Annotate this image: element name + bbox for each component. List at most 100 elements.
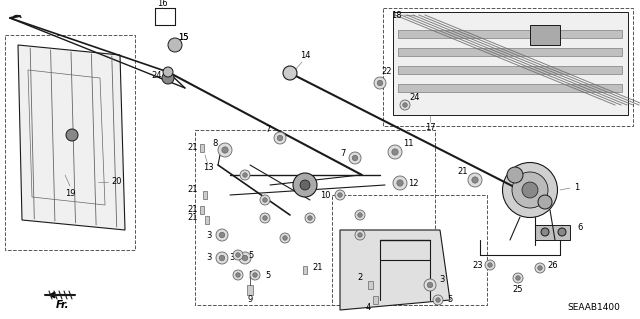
Text: 3: 3 [439, 276, 445, 285]
Circle shape [239, 252, 251, 264]
Text: 19: 19 [65, 189, 76, 197]
Circle shape [233, 250, 243, 260]
Circle shape [250, 270, 260, 280]
Circle shape [305, 213, 315, 223]
Bar [205, 216, 209, 224]
Bar [372, 296, 378, 304]
Circle shape [260, 213, 270, 223]
Circle shape [403, 103, 407, 107]
Bar [5, 35, 135, 250]
Circle shape [512, 172, 548, 208]
Text: 22: 22 [381, 68, 392, 77]
Circle shape [468, 173, 482, 187]
Circle shape [374, 77, 386, 89]
Circle shape [393, 176, 407, 190]
Text: 20: 20 [112, 177, 122, 187]
Circle shape [433, 295, 443, 305]
Text: 21: 21 [188, 186, 198, 195]
Bar [247, 285, 253, 295]
Circle shape [293, 173, 317, 197]
Circle shape [277, 135, 283, 141]
Circle shape [507, 167, 523, 183]
Circle shape [349, 152, 361, 164]
Circle shape [338, 193, 342, 197]
Circle shape [236, 253, 240, 257]
Circle shape [66, 129, 78, 141]
Circle shape [274, 132, 286, 144]
Text: 12: 12 [408, 179, 419, 188]
Polygon shape [398, 48, 622, 56]
Polygon shape [18, 45, 125, 230]
Circle shape [535, 263, 545, 273]
Circle shape [397, 180, 403, 186]
Circle shape [260, 195, 270, 205]
Bar [530, 25, 560, 45]
Polygon shape [398, 84, 622, 92]
Text: SEAAB1400: SEAAB1400 [567, 303, 620, 312]
Text: 25: 25 [513, 286, 524, 294]
Text: 10: 10 [320, 190, 330, 199]
Bar [203, 191, 207, 199]
Text: 5: 5 [266, 271, 271, 279]
Circle shape [392, 149, 398, 155]
Circle shape [216, 229, 228, 241]
Text: 24: 24 [152, 70, 163, 79]
Text: 23: 23 [473, 261, 483, 270]
Circle shape [388, 145, 402, 159]
Circle shape [378, 80, 383, 86]
Circle shape [424, 279, 436, 291]
Circle shape [335, 190, 345, 200]
Circle shape [220, 232, 225, 238]
Circle shape [472, 177, 478, 183]
Circle shape [516, 276, 520, 280]
Text: 3: 3 [229, 254, 235, 263]
Text: 14: 14 [300, 50, 310, 60]
Text: 21: 21 [313, 263, 323, 272]
Circle shape [168, 38, 182, 52]
Circle shape [280, 233, 290, 243]
Polygon shape [340, 230, 450, 310]
Circle shape [358, 213, 362, 217]
Circle shape [538, 195, 552, 209]
Text: 17: 17 [425, 123, 435, 132]
Circle shape [220, 255, 225, 261]
Text: 3: 3 [206, 254, 212, 263]
Text: 2: 2 [357, 273, 363, 283]
Bar [200, 206, 204, 214]
Circle shape [300, 180, 310, 190]
Polygon shape [393, 12, 628, 115]
Circle shape [485, 260, 495, 270]
Circle shape [162, 72, 174, 84]
Bar [195, 130, 435, 305]
Circle shape [243, 255, 248, 261]
Text: 3: 3 [206, 231, 212, 240]
Circle shape [222, 147, 228, 153]
FancyArrowPatch shape [50, 293, 72, 297]
Circle shape [240, 170, 250, 180]
Text: 15: 15 [178, 33, 188, 42]
Circle shape [216, 252, 228, 264]
Circle shape [283, 66, 297, 80]
Ellipse shape [502, 162, 557, 218]
Circle shape [263, 216, 268, 220]
Circle shape [355, 230, 365, 240]
Text: 21: 21 [188, 205, 198, 214]
Circle shape [400, 100, 410, 110]
Text: 6: 6 [577, 224, 582, 233]
Text: Fr.: Fr. [56, 300, 70, 310]
Circle shape [243, 173, 247, 177]
Text: 5: 5 [248, 271, 253, 279]
Text: 5: 5 [447, 295, 452, 305]
Text: 15: 15 [178, 33, 188, 42]
Circle shape [541, 228, 549, 236]
Text: 5: 5 [248, 250, 253, 259]
Text: 7: 7 [340, 149, 346, 158]
Circle shape [436, 298, 440, 302]
Bar [383, 8, 633, 126]
Text: 18: 18 [390, 11, 401, 19]
Text: 21: 21 [188, 213, 198, 222]
Circle shape [236, 273, 240, 277]
Text: 24: 24 [410, 93, 420, 102]
Text: 11: 11 [403, 138, 413, 147]
Text: 13: 13 [203, 164, 213, 173]
